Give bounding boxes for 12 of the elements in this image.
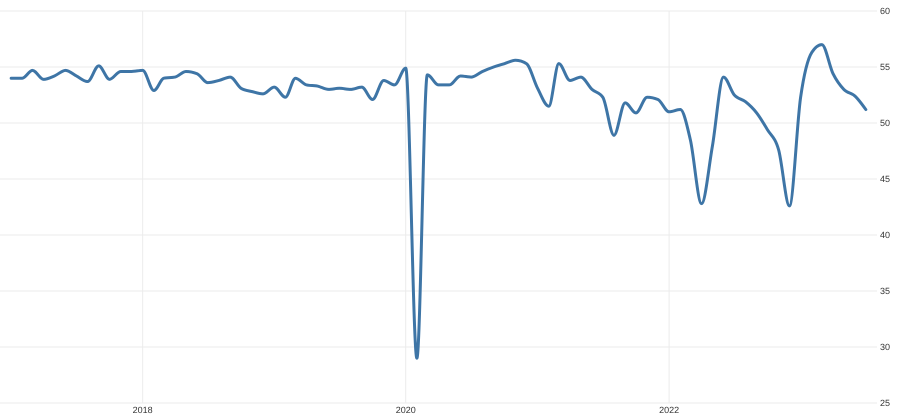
x-tick-label: 2018 xyxy=(132,405,153,415)
y-tick-label: 50 xyxy=(880,118,890,128)
x-tick-label: 2020 xyxy=(396,405,416,415)
y-tick-label: 40 xyxy=(880,230,890,240)
y-tick-label: 35 xyxy=(880,286,890,296)
line-series xyxy=(10,43,868,360)
y-tick-label: 25 xyxy=(880,398,890,408)
y-tick-label: 55 xyxy=(880,62,890,72)
y-tick-label: 45 xyxy=(880,174,890,184)
y-tick-label: 60 xyxy=(880,6,890,16)
y-tick-label: 30 xyxy=(880,342,890,352)
x-tick-label: 2022 xyxy=(659,405,680,415)
